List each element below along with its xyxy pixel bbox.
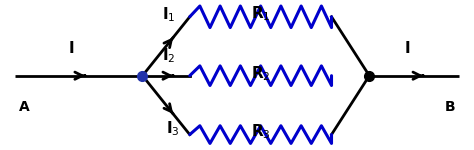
Text: I$_3$: I$_3$	[166, 119, 180, 138]
Text: R$_2$: R$_2$	[251, 64, 270, 83]
Text: I$_1$: I$_1$	[162, 5, 175, 24]
Text: I: I	[404, 41, 410, 56]
Text: B: B	[444, 100, 455, 114]
Text: A: A	[19, 100, 30, 114]
Text: I$_2$: I$_2$	[162, 46, 175, 65]
Text: R$_3$: R$_3$	[251, 122, 271, 141]
Text: R$_1$: R$_1$	[251, 4, 271, 23]
Text: I: I	[69, 41, 74, 56]
